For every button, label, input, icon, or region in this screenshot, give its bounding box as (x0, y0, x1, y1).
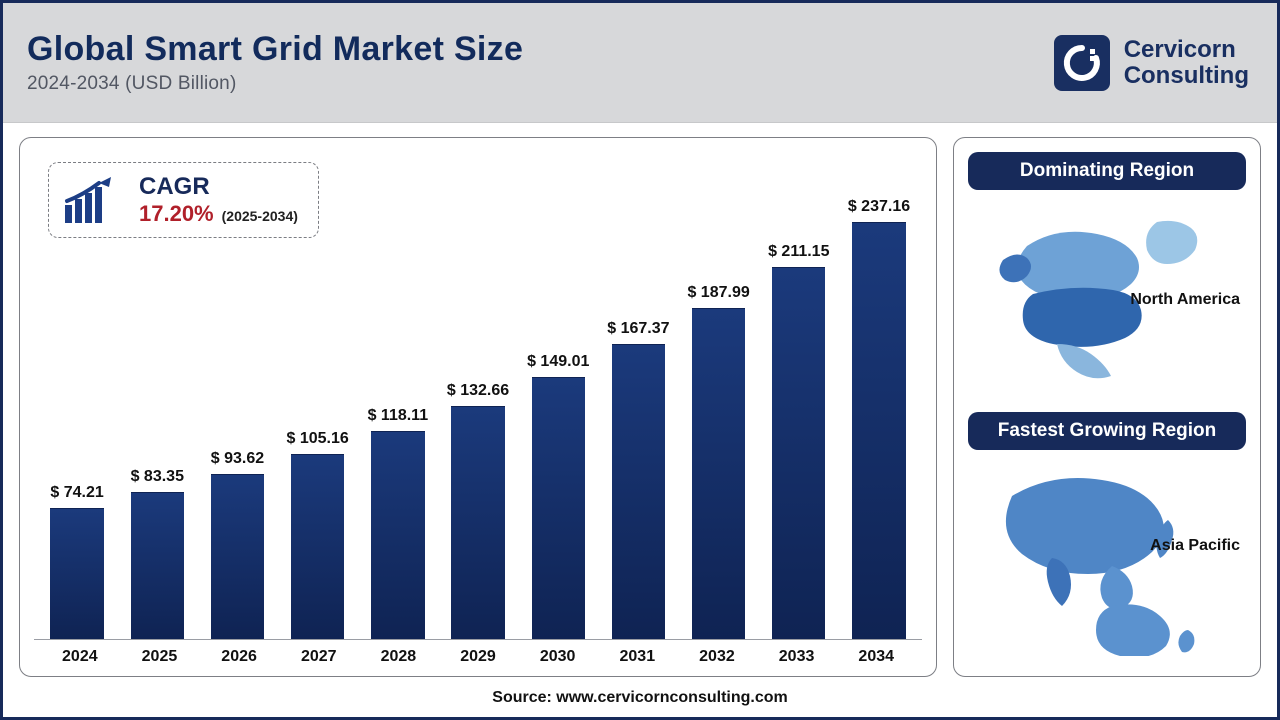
cagr-text: CAGR 17.20% (2025-2034) (139, 173, 298, 227)
chart-panel: CAGR 17.20% (2025-2034) $ 74.21 $ 83.35 $ … (19, 137, 937, 677)
x-axis-labels: 2024202520262027202820292030203120322033… (34, 640, 922, 668)
brand-logo-text: Cervicorn Consulting (1124, 37, 1249, 87)
growth-chart-icon (63, 175, 123, 225)
bar-value-label: $ 118.11 (368, 407, 429, 425)
header: Global Smart Grid Market Size 2024-2034 … (3, 3, 1277, 123)
bar (291, 454, 344, 639)
fastest-region-pill: Fastest Growing Region (968, 412, 1246, 450)
cagr-callout: CAGR 17.20% (2025-2034) (48, 162, 319, 238)
bar-value-label: $ 237.16 (848, 198, 910, 216)
x-tick-label: 2027 (279, 648, 359, 666)
bar-value-label: $ 167.37 (607, 320, 669, 338)
report-frame: Global Smart Grid Market Size 2024-2034 … (0, 0, 1280, 720)
bar-column: $ 132.66 (441, 152, 515, 639)
brand-logo-icon (1062, 43, 1102, 83)
bar-value-label: $ 74.21 (50, 484, 103, 502)
report-title: Global Smart Grid Market Size (27, 30, 1054, 69)
bar-value-label: $ 105.16 (287, 430, 349, 448)
brand-name-line1: Cervicorn (1124, 37, 1249, 62)
x-tick-label: 2024 (40, 648, 120, 666)
bar (852, 222, 905, 639)
header-text: Global Smart Grid Market Size 2024-2034 … (27, 30, 1054, 95)
source-footer: Source: www.cervicornconsulting.com (3, 681, 1277, 717)
cagr-value: 17.20% (139, 201, 214, 227)
x-tick-label: 2034 (836, 648, 916, 666)
brand-logo-mark (1054, 35, 1110, 91)
regions-panel: Dominating Region Nort (953, 137, 1261, 677)
report-subtitle: 2024-2034 (USD Billion) (27, 73, 1054, 95)
bar (451, 406, 504, 639)
bar-column: $ 211.15 (762, 152, 836, 639)
bar-column: $ 167.37 (601, 152, 675, 639)
cagr-period: (2025-2034) (222, 208, 298, 224)
bar (612, 344, 665, 639)
brand-logo: Cervicorn Consulting (1054, 35, 1249, 91)
x-tick-label: 2031 (597, 648, 677, 666)
x-tick-label: 2026 (199, 648, 279, 666)
bar-value-label: $ 211.15 (768, 243, 829, 261)
cagr-title: CAGR (139, 173, 298, 201)
bar-column: $ 149.01 (521, 152, 595, 639)
bar-column: $ 187.99 (682, 152, 756, 639)
bar-value-label: $ 149.01 (527, 353, 589, 371)
bar-value-label: $ 132.66 (447, 382, 509, 400)
body: CAGR 17.20% (2025-2034) $ 74.21 $ 83.35 $ … (3, 123, 1277, 681)
fastest-region-label: Asia Pacific (1150, 537, 1240, 555)
x-tick-label: 2033 (757, 648, 837, 666)
bar (371, 431, 424, 639)
x-tick-label: 2030 (518, 648, 598, 666)
brand-name-line2: Consulting (1124, 63, 1249, 88)
bar-column: $ 237.16 (842, 152, 916, 639)
fastest-region-block: Asia Pacific (968, 460, 1246, 662)
bar (772, 267, 825, 639)
bar-column: $ 118.11 (361, 152, 435, 639)
x-tick-label: 2029 (438, 648, 518, 666)
bar-value-label: $ 83.35 (131, 468, 184, 486)
x-tick-label: 2025 (120, 648, 200, 666)
x-tick-label: 2032 (677, 648, 757, 666)
bar (131, 492, 184, 639)
dominating-region-pill: Dominating Region (968, 152, 1246, 190)
x-tick-label: 2028 (359, 648, 439, 666)
bar (692, 308, 745, 639)
asia-pacific-map-icon (992, 466, 1222, 656)
dominating-region-label: North America (1130, 291, 1240, 309)
bar (211, 474, 264, 639)
bar-value-label: $ 93.62 (211, 450, 264, 468)
bar (532, 377, 585, 639)
dominating-region-block: North America (968, 200, 1246, 402)
bar-value-label: $ 187.99 (687, 284, 749, 302)
bar (50, 508, 103, 639)
